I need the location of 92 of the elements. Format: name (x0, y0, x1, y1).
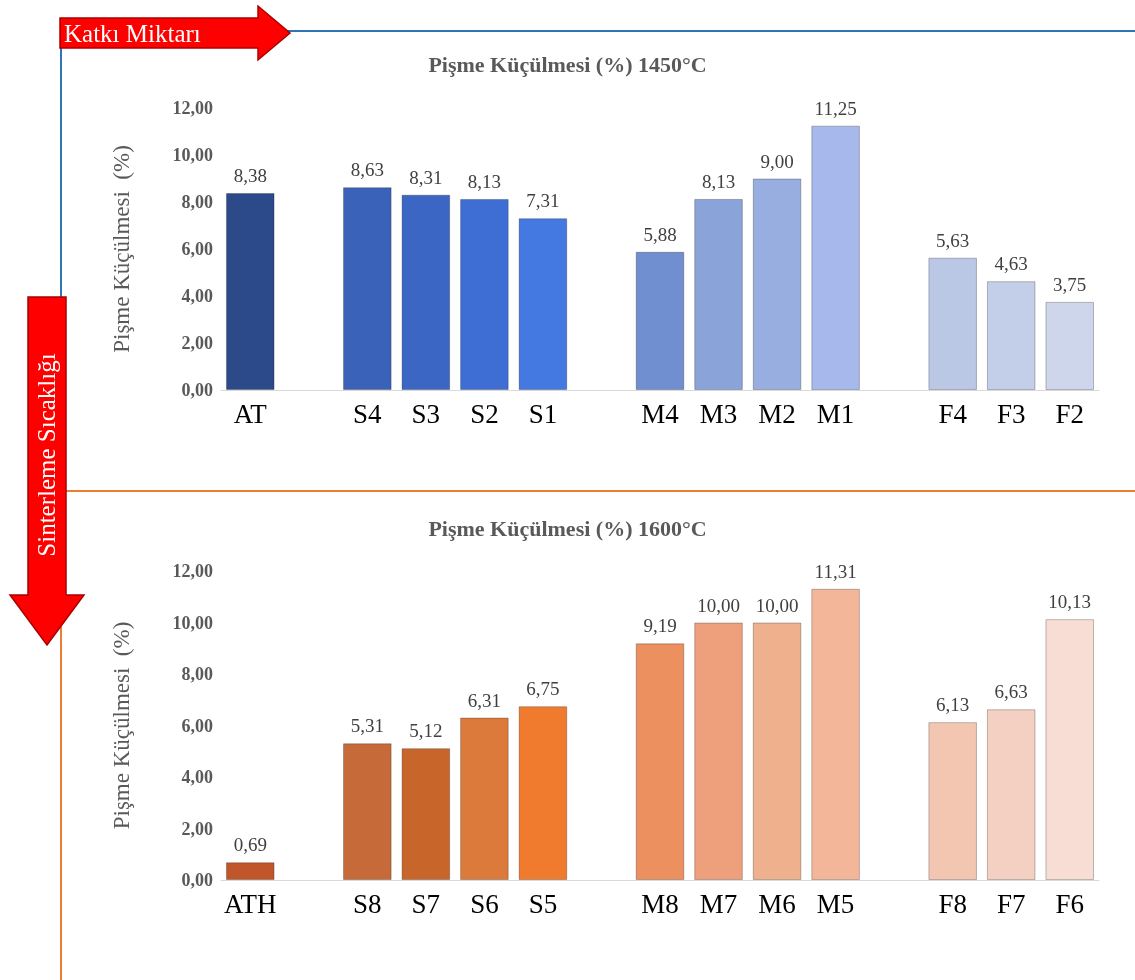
data-label: 9,19 (643, 615, 677, 637)
data-label: 11,31 (814, 560, 857, 582)
y-tick-label: 2,00 (181, 818, 213, 839)
y-tick-label: 12,00 (172, 98, 213, 118)
bar (694, 198, 743, 390)
data-label: 8,13 (701, 170, 736, 192)
bar (1045, 619, 1095, 880)
bar (401, 748, 451, 880)
x-tick-label: M7 (699, 888, 738, 919)
data-label: 5,63 (936, 229, 970, 251)
bar (752, 622, 802, 880)
data-label: 8,63 (350, 159, 384, 181)
y-tick-label: 4,00 (181, 286, 213, 306)
data-label: 4,63 (994, 253, 1028, 275)
chart-title: Pişme Küçülmesi (%) 1600°C (428, 515, 707, 541)
data-label: 6,31 (467, 689, 502, 711)
x-tick-label: M8 (641, 888, 679, 919)
bar (986, 281, 1036, 390)
bar (518, 706, 568, 880)
x-tick-label: AT (233, 398, 268, 429)
data-label: 0,69 (233, 834, 267, 856)
bar (928, 257, 977, 390)
x-tick-label: S4 (353, 398, 383, 429)
x-tick-label: S2 (470, 398, 499, 429)
x-tick-label: S3 (411, 398, 441, 429)
y-tick-label: 0,00 (181, 380, 213, 400)
bar (225, 862, 275, 880)
x-tick-label: F7 (996, 888, 1026, 919)
x-tick-label: F4 (938, 398, 968, 429)
x-tick-label: M1 (816, 398, 855, 429)
x-tick-label: S1 (528, 398, 558, 429)
bar (343, 743, 392, 880)
y-axis-title: Pişme Küçülmesi (%) (109, 621, 134, 830)
x-tick-label: M3 (699, 398, 738, 429)
y-tick-label: 2,00 (181, 333, 213, 353)
x-tick-label: M6 (758, 888, 796, 919)
data-label: 6,13 (936, 694, 970, 716)
x-tick-label: M4 (641, 398, 680, 429)
x-tick-label: F3 (996, 398, 1026, 429)
data-label: 7,31 (526, 190, 560, 212)
bar (811, 125, 860, 390)
x-tick-label: S8 (353, 888, 382, 919)
bar (635, 643, 685, 880)
bar (460, 717, 509, 880)
data-label: 5,31 (350, 715, 384, 737)
bar (986, 709, 1036, 880)
data-label: 9,00 (760, 150, 794, 172)
x-tick-label: M2 (758, 398, 796, 429)
y-tick-label: 12,00 (172, 561, 213, 581)
bar (811, 588, 860, 880)
y-tick-label: 10,00 (172, 145, 213, 165)
x-tick-label: M5 (816, 888, 855, 919)
bar (225, 193, 275, 390)
data-label: 10,00 (697, 594, 740, 616)
y-tick-label: 8,00 (181, 192, 213, 212)
data-label: 8,13 (467, 170, 502, 192)
y-tick-label: 8,00 (181, 664, 213, 684)
bar (460, 198, 509, 390)
bar (518, 218, 568, 390)
x-tick-label: F8 (938, 888, 967, 919)
bar (635, 251, 685, 390)
x-tick-label: S5 (528, 888, 558, 919)
text: Sinterleme Sıcaklığı (33, 353, 61, 557)
y-tick-label: 6,00 (181, 239, 213, 259)
data-label: 6,63 (994, 681, 1028, 703)
data-label: 8,38 (233, 165, 267, 187)
chart-title: Pişme Küçülmesi (%) 1450°C (428, 51, 707, 77)
x-tick-label: S7 (411, 888, 441, 919)
x-tick-label: S6 (470, 888, 499, 919)
x-tick-label: F6 (1055, 888, 1084, 919)
data-label: 11,25 (814, 97, 857, 119)
bar (1045, 301, 1095, 390)
bar (752, 178, 802, 390)
y-tick-label: 6,00 (181, 715, 213, 736)
y-tick-label: 4,00 (181, 767, 213, 787)
bar (694, 622, 743, 880)
bar (343, 187, 392, 390)
data-label: 3,75 (1053, 273, 1087, 295)
data-label: 5,88 (643, 223, 677, 245)
x-tick-label: F2 (1055, 398, 1084, 429)
data-label: 5,12 (409, 720, 443, 742)
data-label: 10,13 (1048, 591, 1092, 613)
data-label: 6,75 (526, 678, 560, 700)
data-label: 10,00 (755, 594, 799, 616)
y-tick-label: 10,00 (172, 612, 213, 633)
x-tick-label: ATH (224, 888, 277, 919)
bar (928, 722, 977, 880)
y-axis-title: Pişme Küçülmesi (%) (109, 145, 134, 353)
text: Katkı Miktarı (64, 20, 201, 48)
bar (401, 194, 451, 390)
data-label: 8,31 (409, 166, 443, 188)
y-tick-label: 0,00 (181, 870, 213, 890)
